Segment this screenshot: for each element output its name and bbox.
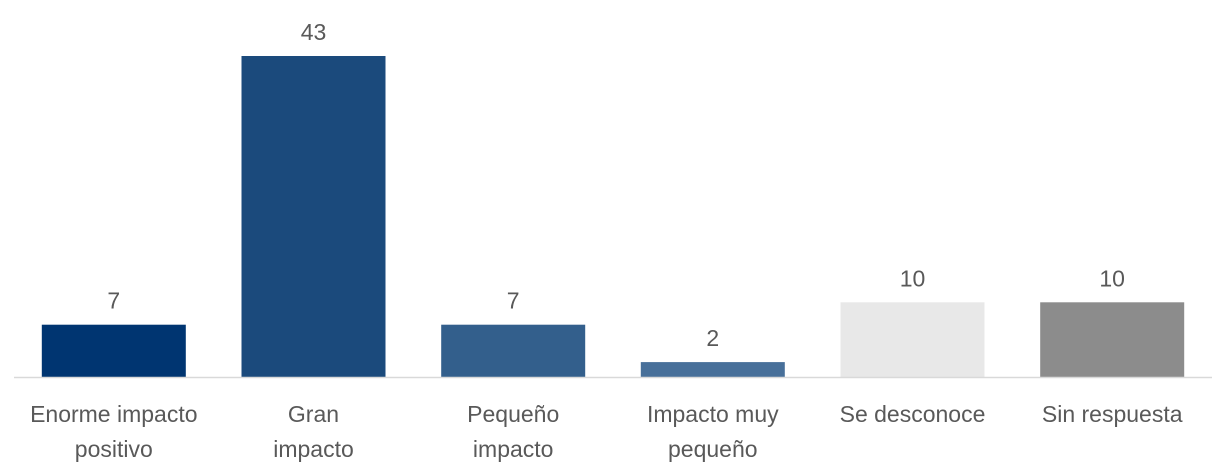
category-label-1-line-1: impacto <box>273 436 354 462</box>
bar-2 <box>441 324 586 377</box>
category-label-5-line-0: Sin respuesta <box>1042 401 1183 427</box>
category-label-3-line-0: Impacto muy <box>647 401 779 427</box>
category-label-3: Impacto muy pequeño <box>647 401 779 462</box>
value-label-0: 7 <box>107 288 120 314</box>
value-label-5: 10 <box>1099 265 1125 291</box>
category-label-1: Gran impacto <box>273 401 354 462</box>
value-label-2: 7 <box>507 288 520 314</box>
category-label-5: Sin respuesta <box>1042 401 1183 427</box>
bar-0 <box>41 324 186 377</box>
category-label-0: Enorme impacto positivo <box>30 401 197 462</box>
category-label-3-line-1: pequeño <box>668 436 758 462</box>
value-labels-group: 7 43 7 2 10 10 <box>107 19 1125 351</box>
category-label-0-line-1: positivo <box>75 436 153 462</box>
value-label-3: 2 <box>706 325 719 351</box>
category-label-1-line-0: Gran <box>288 401 339 427</box>
category-label-4: Se desconoce <box>840 401 986 427</box>
bar-5 <box>1040 302 1185 377</box>
bar-4 <box>840 302 985 377</box>
category-label-2: Pequeño impacto <box>467 401 559 462</box>
category-label-0-line-0: Enorme impacto <box>30 401 197 427</box>
value-label-4: 10 <box>900 265 926 291</box>
category-label-2-line-0: Pequeño <box>467 401 559 427</box>
bar-3 <box>640 362 785 377</box>
category-label-2-line-1: impacto <box>473 436 554 462</box>
value-label-1: 43 <box>301 19 327 45</box>
bars-group <box>41 56 1185 377</box>
category-label-4-line-0: Se desconoce <box>840 401 986 427</box>
bar-1 <box>241 56 386 377</box>
